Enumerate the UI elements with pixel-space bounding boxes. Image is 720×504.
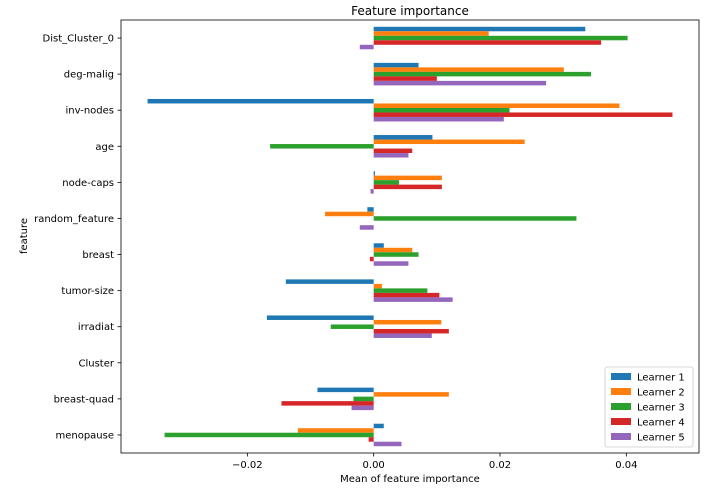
- bar: [270, 144, 374, 149]
- y-tick-label: irradiat: [78, 322, 114, 333]
- bar: [373, 139, 525, 145]
- bar: [353, 396, 374, 402]
- bar: [164, 432, 374, 438]
- y-tick-label: menopause: [55, 430, 114, 441]
- bar: [373, 71, 591, 77]
- legend-label: Learner 1: [637, 373, 685, 384]
- bar: [373, 107, 510, 113]
- bar: [373, 288, 428, 293]
- bar: [373, 80, 547, 86]
- y-tick-label: inv-nodes: [65, 106, 114, 117]
- y-tick-label: deg-malig: [64, 70, 114, 81]
- bar: [373, 180, 399, 185]
- bar: [373, 148, 413, 154]
- legend-label: Learner 2: [637, 388, 685, 399]
- bar: [373, 283, 382, 289]
- bar: [373, 153, 409, 158]
- x-tick-label: −0.02: [232, 460, 263, 471]
- legend-label: Learner 4: [637, 418, 685, 429]
- x-tick-label: 0.00: [363, 460, 385, 471]
- bar: [373, 112, 673, 117]
- legend: Learner 1 Learner 2 Learner 3 Learner 4 Lear…: [604, 366, 694, 448]
- bar: [373, 135, 433, 140]
- bar: [373, 319, 442, 325]
- bar-layer: [147, 26, 673, 447]
- bar: [266, 315, 374, 320]
- y-tick-label: age: [95, 142, 114, 153]
- y-tick-label: Cluster: [79, 358, 115, 369]
- bar: [373, 35, 628, 41]
- legend-swatch: [611, 403, 631, 410]
- y-tick-label: tumor-size: [61, 286, 114, 297]
- bar: [373, 392, 449, 397]
- bar: [325, 211, 374, 217]
- bar: [373, 26, 586, 32]
- bar: [317, 387, 374, 393]
- bar: [373, 333, 432, 338]
- bar: [373, 40, 602, 45]
- bar: [373, 76, 437, 81]
- legend-swatch: [611, 433, 631, 440]
- bar: [330, 324, 374, 329]
- bar: [297, 428, 374, 433]
- bar: [373, 67, 564, 72]
- bar: [373, 243, 384, 248]
- chart-title: Feature importance: [351, 4, 469, 18]
- bar: [147, 98, 374, 104]
- bar: [373, 62, 419, 68]
- x-tick-label: 0.04: [615, 460, 637, 471]
- bar: [373, 423, 384, 429]
- bar: [373, 103, 620, 108]
- bar: [373, 184, 442, 190]
- y-tick-label: breast-quad: [54, 394, 114, 405]
- bar: [370, 189, 374, 194]
- bar: [373, 261, 409, 266]
- bar: [373, 247, 413, 253]
- bar: [373, 328, 449, 334]
- x-axis-title: Mean of feature importance: [340, 474, 480, 485]
- bar: [373, 252, 419, 257]
- bar: [367, 207, 374, 212]
- y-tick-label: random_feature: [34, 214, 114, 225]
- y-tick-label: Dist_Cluster_0: [43, 34, 114, 45]
- bar: [373, 175, 442, 181]
- legend-swatch: [611, 388, 631, 395]
- bar: [373, 292, 440, 298]
- bar: [373, 216, 577, 221]
- bar: [373, 441, 402, 447]
- bar: [281, 401, 374, 406]
- bar: [359, 225, 374, 230]
- bar: [373, 31, 489, 36]
- x-tick-label: 0.02: [489, 460, 511, 471]
- plot-frame: [120, 19, 700, 454]
- bar: [373, 171, 375, 176]
- bar: [351, 405, 374, 411]
- y-tick-label: node-caps: [62, 178, 114, 189]
- x-axis: −0.02 0.00 0.02 0.04: [232, 453, 637, 471]
- y-axis: Dist_Cluster_0 deg-malig inv-nodes age node-…: [34, 34, 121, 441]
- bar: [373, 297, 453, 302]
- legend-label: Learner 3: [637, 403, 685, 414]
- y-tick-label: breast: [82, 250, 114, 261]
- legend-swatch: [611, 373, 631, 380]
- bar: [369, 256, 374, 262]
- bar: [285, 279, 374, 284]
- y-axis-title: feature: [19, 218, 30, 254]
- bar: [359, 44, 374, 50]
- bar: [368, 437, 374, 442]
- bar: [373, 116, 504, 122]
- legend-frame: [604, 366, 694, 448]
- legend-label: Learner 5: [637, 433, 685, 444]
- legend-swatch: [611, 418, 631, 425]
